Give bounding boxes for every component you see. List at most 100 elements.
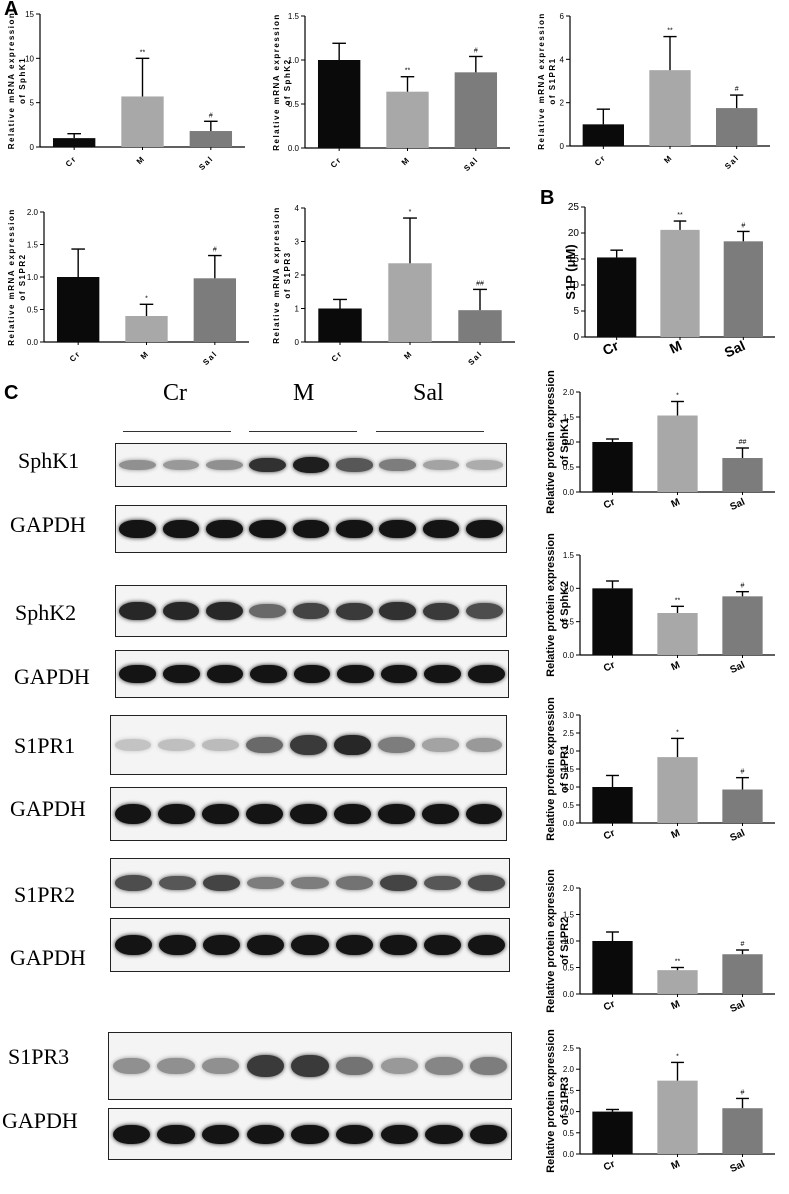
bar — [716, 108, 758, 146]
blot-band — [379, 602, 416, 620]
blot-gapdh-3 — [110, 787, 507, 841]
blot-gapdh-5 — [108, 1108, 512, 1160]
x-tick-label: Sal — [466, 349, 484, 367]
y-tick-label: 1.0 — [563, 1108, 575, 1117]
y-tick-label: 0.5 — [27, 306, 39, 315]
bar — [657, 757, 698, 823]
x-tick-label: Cr — [602, 828, 617, 843]
bar — [56, 277, 100, 342]
x-tick-label: M — [400, 155, 412, 167]
significance-mark: # — [741, 769, 745, 776]
blot-band — [292, 457, 330, 473]
blot-band — [468, 935, 506, 955]
bar — [660, 229, 700, 337]
y-axis-label: Relative mRNA expression of S1PR3 — [272, 206, 292, 344]
y-tick-label: 3.0 — [563, 711, 575, 720]
y-tick-label: 1.5 — [288, 12, 300, 21]
y-tick-label: 0.0 — [563, 819, 575, 828]
y-tick-label: 4 — [295, 204, 300, 213]
y-tick-label: 3 — [295, 238, 300, 247]
blot-band — [157, 1124, 195, 1144]
significance-mark: # — [735, 86, 739, 93]
blot-band — [466, 460, 503, 470]
blot-band — [157, 1057, 195, 1075]
blot-band — [206, 520, 243, 538]
blot-s1pr1 — [110, 715, 507, 775]
blot-band — [466, 603, 503, 619]
y-tick-label: 2.5 — [563, 1044, 575, 1053]
blot-band — [292, 520, 330, 538]
significance-mark: * — [676, 729, 679, 736]
panel-c-letter: C — [4, 382, 19, 404]
blot-band — [336, 520, 373, 538]
lane-line-sal — [376, 431, 484, 432]
y-tick-label: 6 — [560, 12, 565, 21]
bar — [388, 263, 432, 342]
blot-band — [112, 1057, 151, 1075]
significance-mark: * — [409, 209, 412, 216]
y-tick-label: 0.5 — [563, 618, 575, 627]
blot-band — [250, 665, 287, 683]
blot-band — [291, 1054, 329, 1078]
blot-s1pr3 — [108, 1032, 512, 1100]
blot-sphk2 — [115, 585, 507, 637]
y-tick-label: 1.5 — [563, 551, 575, 560]
y-tick-label: 0 — [30, 143, 35, 152]
y-tick-label: 1.0 — [563, 937, 575, 946]
bar — [193, 278, 237, 342]
y-tick-label: 2.0 — [563, 1065, 575, 1074]
panel-b-letter: B — [540, 187, 555, 209]
x-tick-label: Cr — [602, 497, 617, 512]
blot-band — [162, 602, 200, 620]
bar — [386, 91, 429, 148]
x-tick-label: M — [670, 999, 682, 1012]
bar — [657, 970, 698, 994]
blot-band — [201, 1124, 240, 1144]
y-tick-label: 1.0 — [288, 56, 300, 65]
blot-band — [379, 520, 416, 538]
y-axis-label: Relative mRNA expression of S1PR1 — [537, 12, 557, 150]
blot-band — [119, 665, 157, 683]
y-tick-label: 0.5 — [563, 463, 575, 472]
x-tick-label: Sal — [729, 660, 747, 676]
y-axis-label: Relative protein expression of S1PR2 — [545, 869, 571, 1013]
blot-band — [290, 804, 327, 824]
blot-gapdh-1 — [115, 505, 507, 553]
blot-gapdh-2 — [115, 650, 509, 698]
y-tick-label: 0 — [573, 332, 579, 343]
blot-band — [424, 665, 461, 683]
blot-band — [202, 935, 241, 955]
y-tick-label: 1.0 — [563, 783, 575, 792]
x-tick-label: Cr — [330, 349, 345, 364]
blot-band — [336, 602, 373, 620]
x-tick-label: Cr — [602, 1159, 617, 1174]
blot-band — [206, 602, 243, 620]
y-tick-label: 2 — [295, 271, 300, 280]
blot-band — [249, 603, 286, 619]
y-tick-label: 1.5 — [563, 413, 575, 422]
blot-band — [114, 804, 152, 824]
y-tick-label: 0.5 — [563, 964, 575, 973]
x-tick-label: Sal — [201, 349, 219, 367]
s1p-chart: 0 5 10 15 20 25 S1P (μM) Cr ** M # Sal — [563, 202, 775, 361]
significance-mark: # — [474, 47, 478, 54]
blot-band — [422, 520, 460, 538]
bar — [657, 1080, 698, 1154]
blot-gapdh-4 — [110, 918, 510, 972]
blot-band — [379, 935, 417, 955]
y-tick-label: 1.5 — [563, 911, 575, 920]
y-tick-label: 4 — [560, 55, 565, 64]
blot-band — [467, 665, 505, 683]
blot-band — [201, 1057, 240, 1075]
blot-sphk1 — [115, 443, 507, 487]
x-tick-label: M — [662, 153, 674, 165]
x-tick-label: Sal — [462, 155, 480, 173]
lane-line-m — [249, 431, 357, 432]
blot-band — [158, 875, 196, 891]
x-tick-label: M — [670, 1159, 682, 1172]
blot-band — [202, 804, 240, 824]
x-tick-label: Sal — [729, 497, 747, 513]
significance-mark: ** — [675, 959, 681, 966]
